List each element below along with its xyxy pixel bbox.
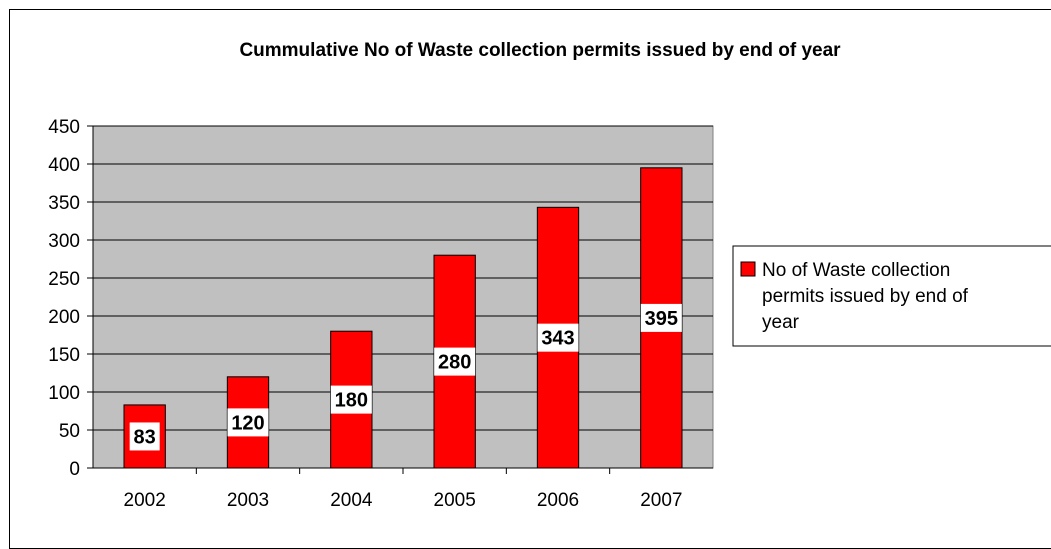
y-tick-label: 350: [48, 193, 80, 214]
legend-line: permits issued by end of: [762, 286, 969, 307]
legend-line: No of Waste collection: [762, 260, 950, 281]
data-label-2006: 343: [541, 328, 574, 350]
y-tick-label: 50: [59, 421, 80, 442]
legend-line: year: [762, 312, 800, 333]
x-tick-label: 2006: [537, 490, 579, 511]
data-label-2004: 180: [335, 390, 368, 412]
x-tick-label: 2003: [227, 490, 269, 511]
x-tick-label: 2007: [640, 490, 682, 511]
data-label-bg: [537, 323, 579, 352]
x-axis: 2002 2003 2004 2005 2006 2007: [93, 467, 713, 511]
y-tick-label: 450: [48, 117, 80, 138]
data-label-2005: 280: [438, 352, 471, 374]
legend-swatch: [740, 261, 756, 277]
legend-box: [732, 245, 1051, 347]
data-label-2002: 83: [134, 426, 156, 448]
data-labels: 83 120 180 280 343 395: [129, 303, 682, 451]
data-label-bg: [129, 422, 160, 451]
x-tick-label: 2004: [330, 490, 373, 511]
y-axis: 0 50 100 150 200 250 300 350 400 450: [48, 117, 94, 480]
data-label-bg: [640, 303, 682, 332]
y-tick-label: 300: [48, 231, 80, 252]
data-label-bg: [227, 408, 269, 437]
legend-label: No of Waste collection permits issued by …: [762, 260, 969, 333]
x-tick-label: 2002: [124, 490, 166, 511]
x-tick-label: 2005: [434, 490, 476, 511]
plot-area: [92, 125, 714, 469]
data-label-2003: 120: [231, 412, 264, 434]
y-tick-label: 100: [48, 383, 80, 404]
legend: No of Waste collection permits issued by …: [732, 245, 1051, 347]
data-label-2007: 395: [645, 308, 678, 330]
y-tick-label: 250: [48, 269, 80, 290]
chart-title: Cummulative No of Waste collection permi…: [239, 40, 841, 61]
data-label-bg: [434, 347, 476, 376]
y-tick-label: 150: [48, 345, 80, 366]
gridlines: [93, 125, 713, 431]
y-tick-label: 0: [69, 459, 80, 480]
y-tick-label: 200: [48, 307, 80, 328]
data-label-bg: [330, 385, 372, 414]
y-tick-label: 400: [48, 155, 80, 176]
